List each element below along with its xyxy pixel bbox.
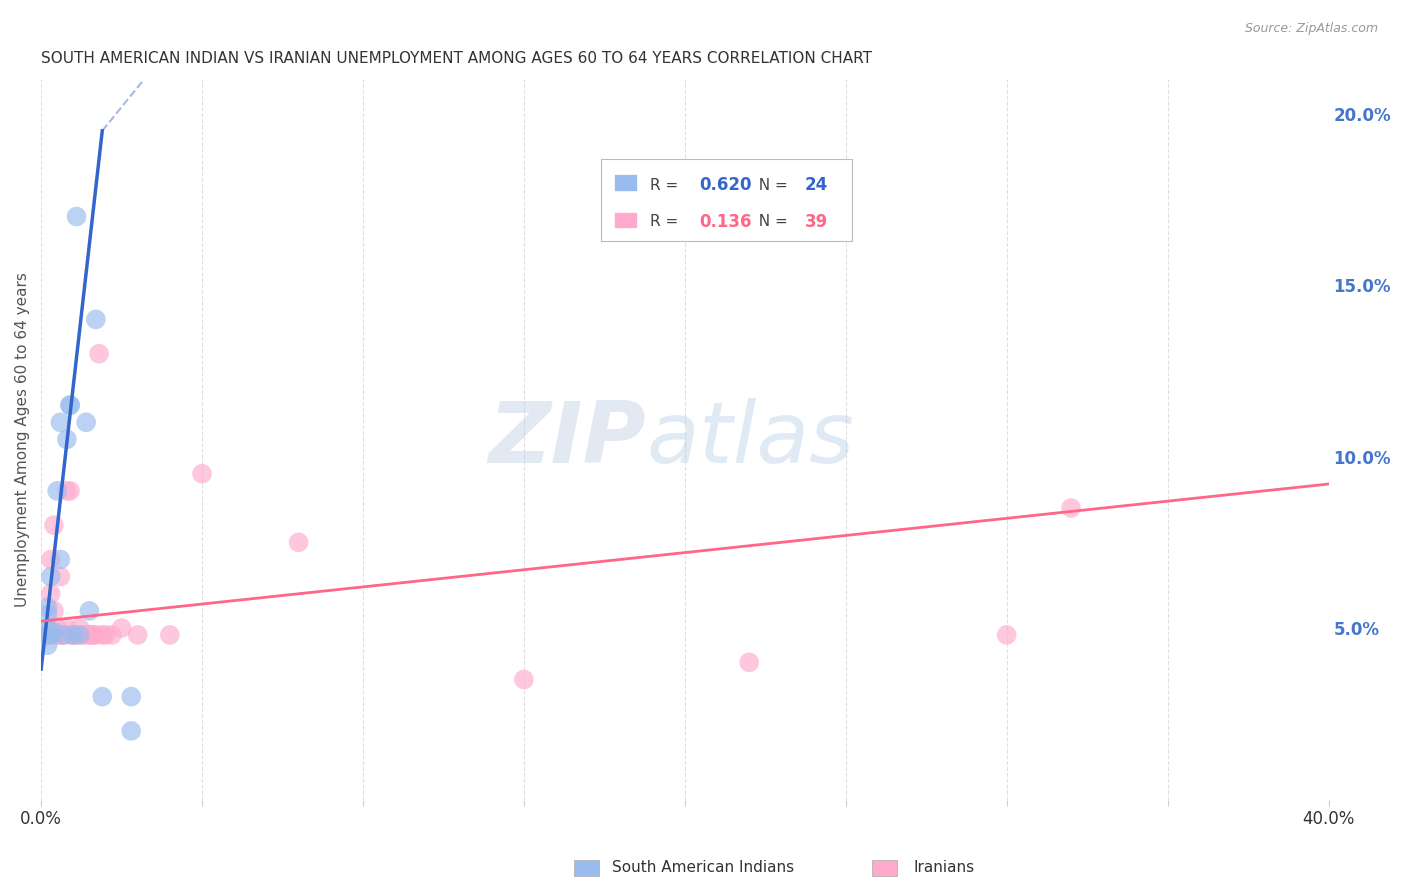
Point [75, 628, 97, 642]
Point [120, 723, 142, 738]
Point [995, 628, 1018, 642]
Point [56, 483, 79, 498]
Point [49, 552, 72, 566]
Point [59, 628, 82, 642]
Point [82, 628, 104, 642]
Text: atlas: atlas [647, 398, 855, 481]
Point [84, 312, 107, 326]
Text: N =: N = [749, 178, 793, 193]
Text: SOUTH AMERICAN INDIAN VS IRANIAN UNEMPLOYMENT AMONG AGES 60 TO 64 YEARS CORRELAT: SOUTH AMERICAN INDIAN VS IRANIAN UNEMPLO… [41, 51, 872, 66]
Point [49, 628, 72, 642]
Point [52, 628, 75, 642]
Point [62, 628, 84, 642]
Text: R =: R = [650, 178, 683, 193]
Point [37, 628, 59, 642]
Point [513, 673, 536, 687]
Point [46, 628, 69, 642]
Point [127, 628, 149, 642]
Point [82, 628, 104, 642]
Point [79, 604, 101, 618]
Point [37, 628, 59, 642]
Point [46, 483, 69, 498]
Point [287, 535, 309, 549]
Point [37, 621, 59, 635]
Text: South American Indians: South American Indians [612, 860, 794, 874]
Point [94, 628, 117, 642]
Point [42, 604, 65, 618]
Point [159, 628, 181, 642]
Point [69, 621, 91, 635]
Point [39, 569, 62, 583]
Point [75, 415, 97, 429]
Point [42, 624, 65, 639]
Point [42, 518, 65, 533]
FancyBboxPatch shape [614, 211, 637, 228]
Point [37, 607, 59, 622]
FancyBboxPatch shape [614, 174, 637, 191]
Point [37, 621, 59, 635]
Point [69, 628, 91, 642]
Point [72, 628, 94, 642]
Point [39, 628, 62, 642]
Point [120, 690, 142, 704]
Point [39, 587, 62, 601]
Point [59, 398, 82, 412]
Point [49, 415, 72, 429]
FancyBboxPatch shape [602, 159, 852, 242]
Point [49, 569, 72, 583]
Point [738, 656, 761, 670]
Point [59, 398, 82, 412]
Point [46, 628, 69, 642]
Point [191, 467, 214, 481]
Point [59, 483, 82, 498]
Point [62, 628, 84, 642]
Point [91, 628, 114, 642]
Point [52, 628, 75, 642]
Text: 24: 24 [804, 177, 828, 194]
Point [101, 628, 124, 642]
Point [46, 621, 69, 635]
Text: ZIP: ZIP [488, 398, 647, 481]
Point [65, 628, 87, 642]
Text: N =: N = [749, 214, 793, 229]
Y-axis label: Unemployment Among Ages 60 to 64 years: Unemployment Among Ages 60 to 64 years [15, 272, 30, 607]
Text: R =: R = [650, 214, 683, 229]
Text: Source: ZipAtlas.com: Source: ZipAtlas.com [1244, 22, 1378, 36]
Text: 0.136: 0.136 [699, 213, 751, 231]
Point [56, 621, 79, 635]
Point [91, 690, 114, 704]
Point [39, 552, 62, 566]
Point [79, 628, 101, 642]
Point [37, 638, 59, 652]
Point [37, 600, 59, 615]
Point [84, 628, 107, 642]
Point [87, 347, 110, 361]
Point [62, 628, 84, 642]
Text: 39: 39 [804, 213, 828, 231]
Point [65, 210, 87, 224]
Point [1060, 501, 1083, 516]
Text: 0.620: 0.620 [699, 177, 751, 194]
Point [110, 621, 132, 635]
Point [56, 433, 79, 447]
Text: Iranians: Iranians [914, 860, 974, 874]
